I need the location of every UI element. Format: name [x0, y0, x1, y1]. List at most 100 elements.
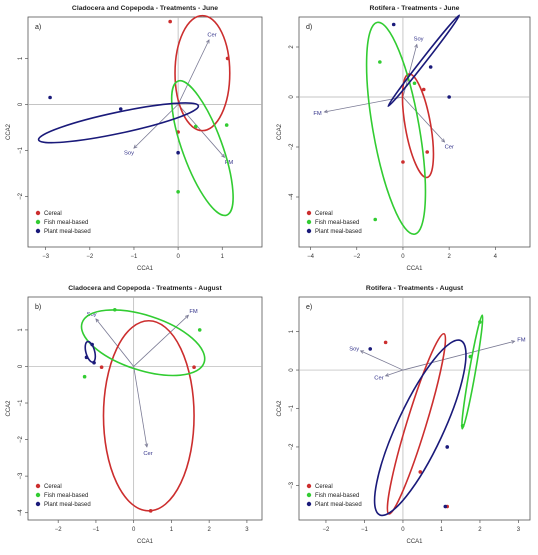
legend-marker	[35, 483, 41, 489]
x-axis-label: CCA1	[137, 539, 154, 545]
panel-e: Rotifera - Treatments - August −2 −1 0 1 2 3 −3…	[277, 285, 531, 545]
vector-label-cer: Cer	[207, 33, 216, 39]
data-point-plant-meal-based	[391, 22, 396, 27]
legend-label: Cereal	[315, 484, 333, 490]
x-tick-label: 1	[221, 254, 225, 260]
y-tick-label: −4	[18, 509, 24, 517]
data-point-cereal	[225, 56, 230, 61]
x-tick-label: 1	[170, 527, 174, 533]
legend: Cereal Fish meal-based Plant meal-based	[306, 483, 362, 508]
data-point-plant-meal-based	[368, 347, 373, 351]
legend-label: Plant meal-based	[315, 502, 362, 508]
vector-label-soy: Soy	[414, 37, 424, 43]
ellipse-plant-meal-based	[37, 102, 200, 144]
x-tick-label: 3	[245, 527, 249, 533]
legend-marker	[35, 492, 41, 498]
data-point-fish-meal-based	[378, 60, 382, 64]
y-tick-label: 1	[289, 329, 295, 333]
x-tick-label: 2	[447, 254, 451, 260]
x-tick-label: −2	[55, 527, 63, 533]
data-point-fish-meal-based	[412, 81, 417, 86]
x-tick-label: 4	[494, 254, 498, 260]
data-point-cereal	[421, 87, 426, 92]
x-tick-label: −1	[361, 527, 369, 533]
vector-label-fm: FM	[225, 160, 234, 166]
y-tick-label: −1	[18, 146, 24, 154]
vector-arrow-cer	[385, 369, 404, 377]
legend-marker	[306, 501, 312, 507]
vector-arrowhead	[414, 43, 418, 49]
legend-marker	[35, 219, 41, 225]
y-tick-label: −2	[289, 443, 295, 451]
vector-arrowhead	[206, 39, 210, 44]
legend-label: Plant meal-based	[44, 229, 91, 235]
vector-arrow-soy	[133, 104, 179, 149]
data-point-plant-meal-based	[176, 150, 180, 155]
vector-arrow-soy	[402, 44, 418, 98]
data-point-cereal	[401, 160, 405, 164]
x-axis-label: CCA1	[406, 266, 423, 272]
vector-arrowhead	[221, 153, 226, 158]
vector-label-fm: FM	[313, 111, 322, 117]
data-point-plant-meal-based	[90, 342, 94, 347]
panel-a: Cladocera and Copepoda - Treatments - Ju…	[6, 5, 263, 272]
legend-marker	[35, 501, 41, 507]
vector-arrowhead	[359, 350, 365, 354]
vector-arrow-cer	[177, 39, 210, 105]
y-tick-label: −1	[18, 399, 24, 407]
legend-label: Cereal	[44, 211, 62, 217]
data-point-cereal	[99, 365, 104, 369]
data-point-plant-meal-based	[84, 355, 89, 360]
vector-label-cer: Cer	[374, 376, 383, 382]
ellipse-cereal	[174, 14, 231, 132]
y-tick-label: −4	[289, 193, 295, 201]
data-point-plant-meal-based	[428, 65, 433, 69]
data-point-plant-meal-based	[447, 95, 451, 99]
vector-arrowhead	[133, 144, 138, 149]
data-point-cereal	[192, 365, 196, 369]
vector-arrowhead	[511, 340, 516, 344]
panel-label: a)	[35, 24, 41, 31]
vector-arrowhead	[95, 318, 100, 323]
legend-label: Cereal	[315, 211, 333, 217]
panel-b: Cladocera and Copepoda - Treatments - Au…	[6, 285, 263, 545]
y-tick-label: 0	[18, 102, 24, 106]
legend-label: Cereal	[44, 484, 62, 490]
panel-title: Rotifera - Treatments - June	[370, 5, 460, 12]
legend-marker	[35, 228, 41, 234]
ellipse-cereal	[102, 319, 195, 512]
data-point-cereal	[148, 509, 153, 513]
vector-arrowhead	[384, 373, 390, 377]
y-tick-label: −2	[18, 435, 24, 443]
data-point-plant-meal-based	[48, 95, 52, 100]
x-tick-label: −2	[86, 254, 94, 260]
legend-marker	[35, 210, 41, 216]
x-tick-label: 0	[132, 527, 136, 533]
data-point-cereal	[168, 19, 172, 24]
vector-arrowhead	[441, 138, 446, 143]
x-tick-label: 2	[478, 527, 482, 533]
vector-label-soy: Soy	[87, 312, 97, 318]
legend: Cereal Fish meal-based Plant meal-based	[35, 210, 91, 235]
x-tick-label: −4	[307, 254, 315, 260]
y-tick-label: 2	[289, 45, 295, 49]
ellipse-plant-meal-based	[373, 339, 467, 517]
vector-arrowhead	[184, 314, 190, 319]
vector-arrow-fm	[402, 340, 515, 371]
legend-marker	[306, 210, 312, 216]
data-point-fish-meal-based	[113, 307, 117, 312]
data-point-fish-meal-based	[373, 217, 378, 222]
vector-label-soy: Soy	[124, 150, 134, 156]
vector-arrow-cer	[133, 366, 148, 447]
vector-label-fm: FM	[517, 338, 526, 344]
panel-label: e)	[306, 304, 312, 311]
legend-label: Fish meal-based	[44, 220, 88, 226]
data-point-fish-meal-based	[460, 424, 465, 428]
data-point-fish-meal-based	[478, 320, 482, 324]
y-tick-label: −3	[289, 481, 295, 489]
vector-arrow-soy	[360, 350, 404, 371]
data-point-fish-meal-based	[193, 124, 198, 129]
legend-marker	[306, 219, 312, 225]
